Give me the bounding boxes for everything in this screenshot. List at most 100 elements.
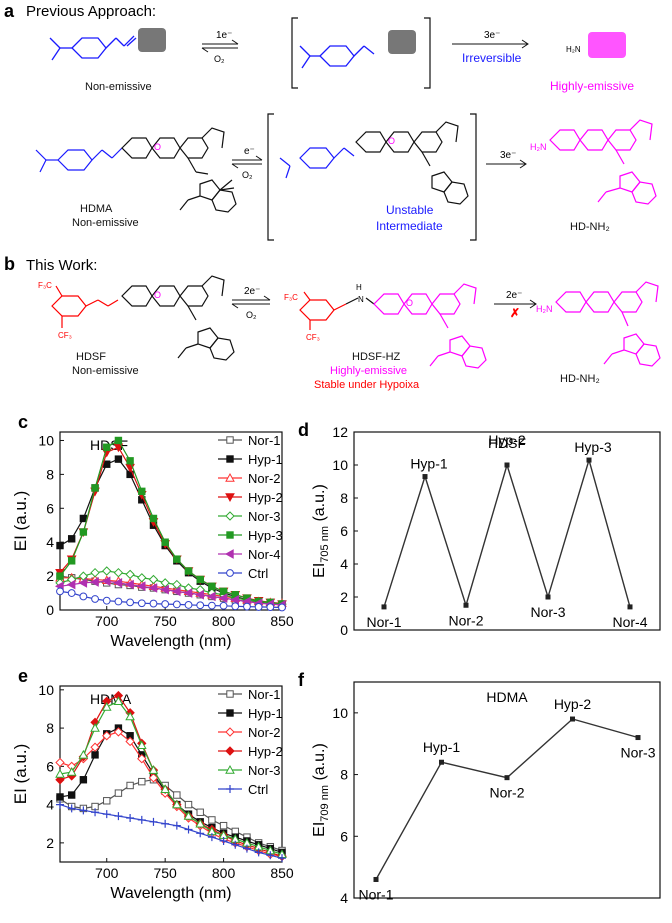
data-point	[171, 799, 182, 809]
data-point	[184, 601, 193, 609]
data-point	[79, 528, 88, 536]
panel-b: b This Work: F₃C CF₃ O HDSF Non-emissi	[4, 254, 661, 391]
data-point	[67, 791, 76, 799]
panel-a: a Previous Approach: Non-emissive 1e⁻ O₂	[4, 1, 657, 241]
data-point	[114, 436, 123, 445]
row1-dye-left	[49, 35, 137, 61]
data-point	[231, 840, 240, 849]
x-tick-label: 800	[212, 865, 236, 881]
plot-frame	[353, 681, 661, 899]
data-point	[243, 602, 251, 611]
y-axis-label: EI (a.u.)	[11, 744, 30, 804]
data-point	[126, 814, 135, 822]
legend-label: Hyp-2	[248, 744, 283, 759]
data-point	[219, 836, 228, 845]
data-point	[114, 812, 123, 821]
x-axis-label: Wavelength (nm)	[110, 885, 231, 902]
oxygen-label-3: O	[154, 290, 161, 300]
data-point	[208, 816, 216, 824]
data-point	[172, 821, 181, 830]
legend-label: Ctrl	[248, 782, 268, 797]
legend-label: Nor-1	[248, 433, 281, 448]
y-tick-label: 4	[340, 556, 348, 572]
legend-marker	[226, 436, 234, 444]
data-point	[91, 808, 100, 817]
b-left-caption-1: HDSF	[76, 351, 106, 363]
data-point	[570, 716, 575, 722]
data-point	[195, 589, 204, 600]
data-point	[91, 595, 99, 603]
x-tick-label: 750	[153, 865, 177, 881]
data-point	[266, 603, 275, 612]
chart-e: e 700 750 800 850 2 4 6 8 10 Wavelength (nm) EI (a.…	[11, 666, 294, 902]
data-point	[278, 603, 286, 612]
data-point	[439, 759, 444, 765]
panel-letter-d: d	[298, 420, 309, 440]
data-point	[126, 457, 134, 465]
y-tick-label: 12	[332, 424, 348, 440]
legend-marker	[225, 764, 235, 774]
b-arrow2	[494, 299, 537, 309]
data-point	[172, 600, 181, 609]
data-point	[56, 793, 64, 801]
legend-label: Ctrl	[248, 566, 268, 581]
hz-cf3-bottom: CF₃	[306, 333, 320, 342]
b-arrow1-top: 2e⁻	[244, 286, 260, 297]
y-tick-label: 0	[340, 622, 348, 638]
row2-left-caption-1: HDMA	[80, 203, 113, 215]
data-point	[101, 576, 111, 587]
data-point	[219, 601, 228, 610]
legend-marker	[225, 472, 235, 482]
b-mid-caption-3: Stable under Hypoixa	[314, 379, 420, 391]
data-point	[278, 854, 286, 863]
y-tick-label: 10	[38, 432, 54, 448]
bracket-row1	[291, 17, 431, 89]
y-tick-label: 4	[46, 797, 54, 813]
panel-b-header: This Work:	[26, 257, 97, 274]
data-point	[160, 584, 169, 595]
data-point	[114, 789, 123, 797]
data-point	[79, 592, 88, 601]
data-point	[67, 804, 76, 813]
legend-marker	[226, 709, 234, 717]
y-axis-label: EI705 nm (a.u.)	[311, 484, 331, 578]
data-point	[208, 582, 216, 590]
row1-intermediate	[299, 45, 375, 69]
row1-arrow2-bottom: Irreversible	[462, 51, 522, 65]
legend-marker	[225, 746, 235, 756]
row2-arrow1-bottom: O₂	[242, 170, 253, 180]
data-point	[102, 566, 112, 576]
legend-label: Nor-4	[248, 547, 281, 562]
data-point	[125, 569, 135, 580]
b-mid-caption-2: Highly-emissive	[330, 365, 407, 377]
legend-label: Hyp-1	[248, 452, 283, 467]
legend-label: Hyp-3	[248, 528, 283, 543]
hdsf-hz-structure	[299, 283, 487, 369]
data-point	[161, 600, 170, 608]
data-point	[148, 765, 159, 774]
chart-title: HDMA	[486, 689, 528, 705]
y-tick-label: 6	[340, 828, 348, 844]
data-point	[137, 599, 146, 608]
bracket-row2	[267, 113, 477, 241]
legend-marker	[226, 690, 234, 698]
panel-letter-f: f	[298, 670, 305, 690]
x-tick-label: 800	[212, 613, 236, 629]
legend-marker	[226, 531, 234, 539]
hz-cf3-top: F₃C	[284, 293, 298, 302]
data-point	[103, 797, 111, 805]
data-point	[183, 588, 193, 598]
data-point	[125, 711, 135, 721]
y-tick-label: 4	[340, 890, 348, 906]
data-point	[207, 601, 216, 610]
trend-line	[383, 457, 631, 608]
hd-nh2-structure-a	[549, 119, 657, 205]
b-right-caption: HD-NH₂	[560, 373, 600, 385]
data-point	[66, 579, 76, 590]
data-point	[114, 597, 123, 606]
data-point	[114, 455, 123, 463]
panel-a-header: Previous Approach:	[26, 3, 156, 20]
point-label: Nor-3	[530, 604, 565, 620]
data-point	[136, 740, 147, 750]
intermediate-structure	[279, 121, 469, 205]
